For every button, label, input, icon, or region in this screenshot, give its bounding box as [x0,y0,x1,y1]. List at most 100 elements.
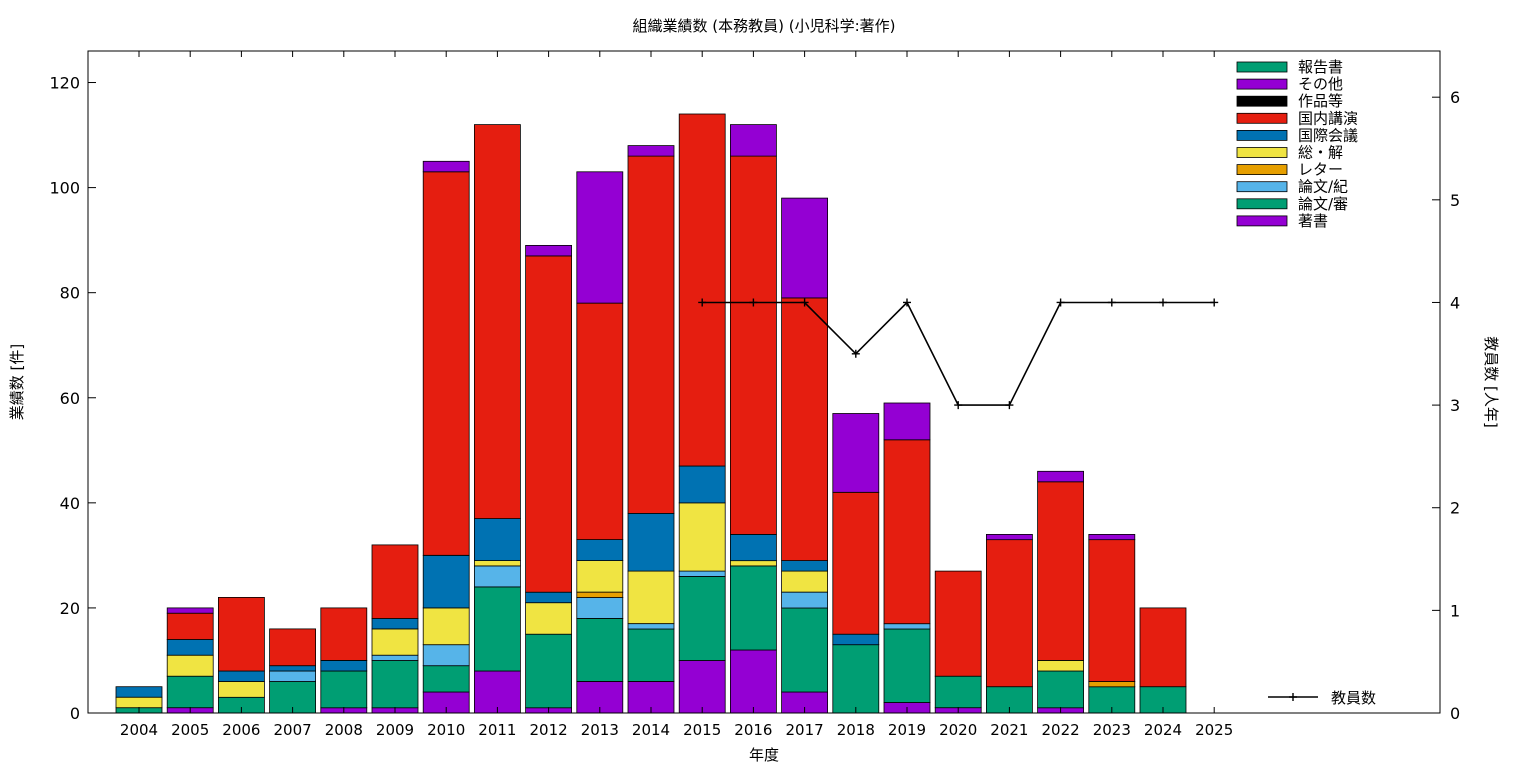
bar-segment-2009-1 [371,660,419,709]
x-tick-label-2022: 2022 [1042,721,1080,739]
y2-tick-label-1: 1 [1450,601,1460,620]
bar-segment-2018-5 [832,633,880,646]
legend-label-6: レター [1298,161,1343,179]
bar-segment-2022-1 [1037,670,1084,709]
y2-tick-label-6: 6 [1450,88,1460,107]
x-tick-label-2017: 2017 [786,721,824,739]
legend-line-marker [1289,693,1297,701]
bar-segment-2008-5 [320,660,368,672]
bar-segment-2009-5 [371,618,419,630]
bar-segment-2013-3 [576,591,624,598]
bar-segment-2011-5 [473,518,521,561]
bar-segment-2013-8 [576,171,624,304]
line-point-2019 [903,298,911,307]
chart-title: 組織業績数 (本務教員) (小児科学:著作) [633,17,896,35]
bar-segment-2011-1 [473,586,521,672]
y-tick-label-40: 40 [60,494,80,513]
bar-segment-2007-6 [269,628,317,667]
bar-segment-2018-6 [832,491,880,635]
bar-segment-2015-2 [678,570,726,577]
bar-segment-2012-8 [525,244,572,257]
bar-segment-2013-1 [576,618,624,682]
bar-segment-2012-1 [525,633,572,709]
bar-segment-2010-8 [422,160,470,173]
bar-segment-2016-8 [730,124,777,157]
bar-segment-2008-1 [320,670,368,709]
line-point-2018 [851,349,860,358]
bar-segment-2020-1 [934,675,982,709]
bar-segment-2018-8 [832,413,880,493]
bar-segment-2011-0 [473,670,521,714]
line-point-2021 [1005,401,1014,410]
bar-segment-2009-4 [371,628,419,656]
y2-tick-label-2: 2 [1450,499,1460,518]
bar-segment-2022-6 [1037,481,1084,661]
bar-segment-2007-5 [269,665,317,672]
legend-label-2: 作品等 [1298,92,1343,110]
bar-segment-2015-0 [678,660,726,714]
bar-segment-2013-5 [576,539,624,561]
legend-label-7: 論文/紀 [1298,178,1348,196]
bar-segment-2013-2 [576,597,624,619]
bar-segment-2012-6 [525,255,572,593]
x-tick-label-2009: 2009 [376,721,414,739]
bar-segment-2010-4 [422,607,470,646]
x-tick-label-2006: 2006 [222,721,260,739]
bar-segment-2009-2 [371,654,419,661]
bar-segment-2022-4 [1037,660,1084,672]
y-axis-label: 業績数 [件] [8,344,26,420]
bar-segment-2014-1 [627,628,675,682]
bar-segment-2005-6 [166,612,214,640]
plot-frame [87,50,1441,714]
bar-segment-2011-4 [473,560,521,567]
x-tick-label-2013: 2013 [581,721,619,739]
legend-label-line: 教員数 [1331,689,1376,707]
legend-swatch-4 [1236,129,1288,141]
bar-segment-2004-5 [115,686,163,698]
bar-segment-2017-1 [781,607,828,693]
y-tick-label-60: 60 [60,389,80,408]
legend-swatch-1 [1236,78,1288,90]
x-tick-label-2008: 2008 [325,721,363,739]
bar-segment-2016-1 [730,565,777,651]
y-tick-label-20: 20 [60,599,80,618]
x-tick-label-2011: 2011 [478,721,516,739]
bar-segment-2021-8 [986,534,1033,541]
bar-segment-2008-6 [320,607,368,661]
bar-segment-2010-6 [422,171,470,556]
bar-segment-2011-6 [473,124,521,519]
bar-segment-2019-8 [883,402,931,441]
bar-segment-2016-5 [730,534,777,562]
bar-segment-2005-4 [166,654,214,677]
bar-segment-2015-4 [678,502,726,572]
bar-segment-2017-4 [781,570,828,593]
bar-segment-2015-5 [678,465,726,504]
bar-segment-2010-5 [422,555,470,609]
x-tick-label-2025: 2025 [1195,721,1233,739]
legend-label-9: 著書 [1298,212,1328,230]
bar-segment-2007-2 [269,670,317,682]
line-point-2017 [800,298,809,307]
y2-axis-label: 教員数 [人年] [1482,336,1500,427]
x-tick-label-2014: 2014 [632,721,670,739]
line-point-2016 [749,298,758,307]
y-tick-label-120: 120 [49,74,80,93]
legend-swatch-8 [1236,198,1288,210]
bar-segment-2006-5 [217,670,265,682]
legend-label-8: 論文/審 [1298,195,1348,213]
bar-segment-2016-0 [730,649,777,714]
bars-group [115,113,1187,714]
x-axis-label: 年度 [749,746,779,764]
y2-tick-label-3: 3 [1450,396,1460,415]
bar-segment-2023-8 [1088,534,1136,541]
bar-segment-2023-3 [1088,681,1136,688]
bar-segment-2013-6 [576,302,624,541]
bar-segment-2019-1 [883,628,931,703]
x-tick-label-2005: 2005 [171,721,209,739]
legend-swatch-2 [1236,95,1288,107]
legend-swatch-3 [1236,112,1288,124]
bar-segment-2010-1 [422,665,470,693]
bar-segment-2014-4 [627,570,675,624]
bar-segment-2014-6 [627,155,675,514]
